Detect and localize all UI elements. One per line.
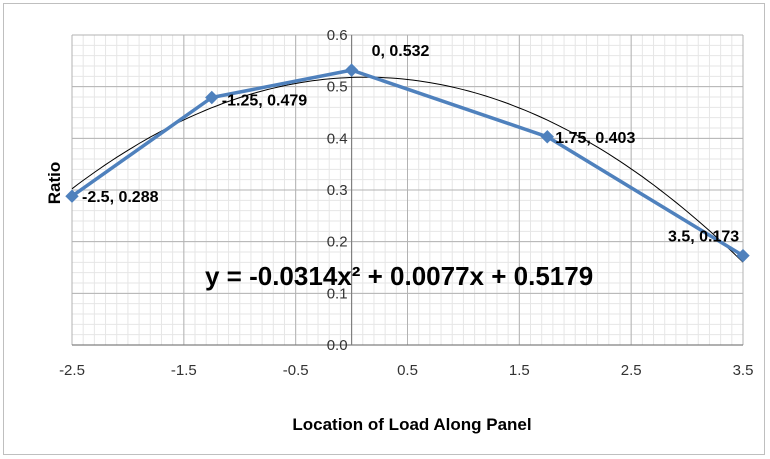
data-labels: -2.5, 0.288 -1.25, 0.479 0, 0.532 1.75, 0.4… xyxy=(82,43,739,245)
x-tick-label: -2.5 xyxy=(59,362,85,379)
data-point xyxy=(65,189,79,203)
x-tick-label: -1.5 xyxy=(171,362,197,379)
trendline xyxy=(71,76,744,263)
x-tick-label: 0.5 xyxy=(397,362,418,379)
x-tick-label: 3.5 xyxy=(733,362,754,379)
y-tick-labels: 0.0 0.1 0.2 0.3 0.4 0.5 0.6 xyxy=(327,27,348,354)
x-tick-label: 1.5 xyxy=(509,362,530,379)
data-label: 3.5, 0.173 xyxy=(668,229,739,246)
trendline-curve xyxy=(71,76,744,263)
x-axis-title: Location of Load Along Panel xyxy=(292,415,531,434)
y-axis-title: Ratio xyxy=(45,162,64,205)
y-tick-label: 0.0 xyxy=(327,337,348,354)
x-tick-labels: -2.5 -1.5 -0.5 0.5 1.5 2.5 3.5 xyxy=(59,362,753,379)
y-tick-label: 0.1 xyxy=(327,285,348,302)
y-tick-label: 0.4 xyxy=(327,130,348,147)
data-point xyxy=(344,63,359,77)
x-tick-label: 2.5 xyxy=(621,362,642,379)
trendline-equation: y = -0.0314x² + 0.0077x + 0.5179 xyxy=(205,261,593,291)
data-point xyxy=(540,130,554,144)
data-label: 1.75, 0.403 xyxy=(555,130,635,147)
x-tick-label: -0.5 xyxy=(283,362,309,379)
y-tick-label: 0.2 xyxy=(327,234,348,251)
data-label: -2.5, 0.288 xyxy=(82,189,159,206)
chart-area xyxy=(3,3,765,455)
y-tick-label: 0.3 xyxy=(327,182,348,199)
data-label: 0, 0.532 xyxy=(372,43,430,60)
data-point xyxy=(205,90,219,105)
y-tick-label: 0.6 xyxy=(327,27,348,44)
axes xyxy=(72,35,743,346)
data-point xyxy=(736,248,750,263)
data-label: -1.25, 0.479 xyxy=(222,93,308,110)
data-series xyxy=(65,63,750,263)
y-tick-label: 0.5 xyxy=(327,79,348,96)
